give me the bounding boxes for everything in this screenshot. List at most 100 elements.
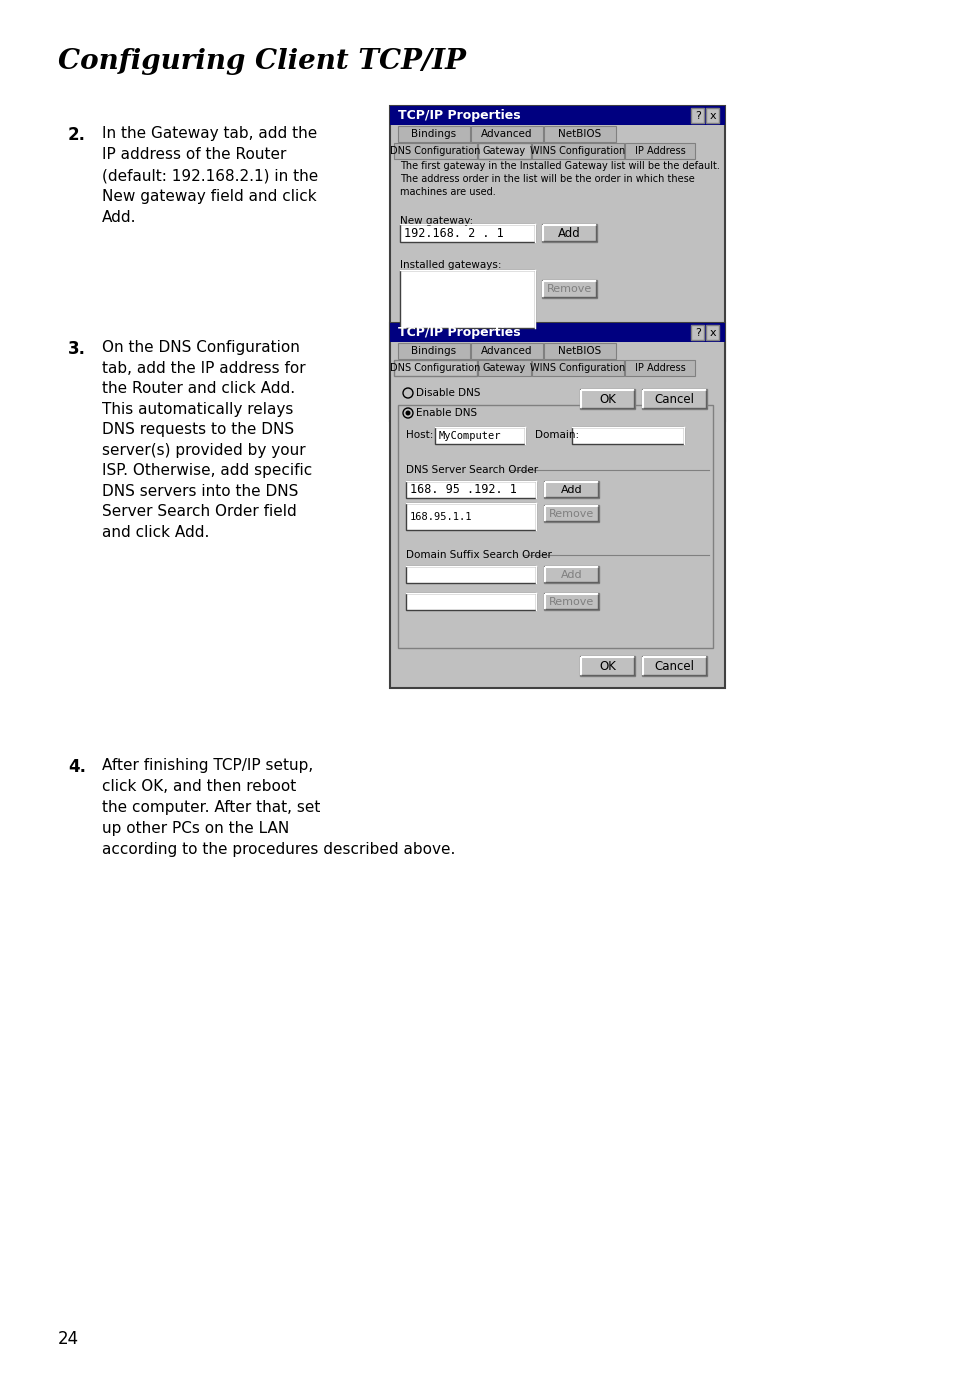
Bar [399,223,535,242]
Text: up other PCs on the LAN: up other PCs on the LAN [102,820,289,836]
Bar [532,143,623,160]
Bar [397,126,470,142]
Text: DNS Server Search Order: DNS Server Search Order [406,465,537,475]
Text: Bindings: Bindings [411,129,456,139]
Text: NetBIOS: NetBIOS [558,129,601,139]
Text: DNS servers into the DNS: DNS servers into the DNS [102,483,298,498]
Text: Add: Add [560,569,581,580]
Text: Remove: Remove [546,285,592,294]
Text: New gateway field and click: New gateway field and click [102,189,316,204]
Bar [397,405,712,648]
Text: NetBIOS: NetBIOS [558,346,601,355]
Bar [579,389,635,409]
Bar [641,657,706,676]
Text: DNS Configuration: DNS Configuration [390,146,480,155]
Text: IP address of the Router: IP address of the Router [102,147,286,162]
Bar [641,389,706,409]
Text: 2.: 2. [68,126,86,144]
Text: OK: OK [598,659,616,673]
Text: Add: Add [558,226,580,240]
Text: according to the procedures described above.: according to the procedures described ab… [102,843,455,856]
Bar [394,143,476,160]
Text: machines are used.: machines are used. [399,187,496,197]
Bar [541,280,597,298]
Text: the Router and click Add.: the Router and click Add. [102,380,294,396]
Text: Gateway: Gateway [482,146,525,155]
Text: Server Search Order field: Server Search Order field [102,504,296,519]
Bar [390,105,724,421]
Text: ?: ? [695,111,700,121]
Bar [390,105,724,125]
Text: ISP. Otherwise, add specific: ISP. Otherwise, add specific [102,464,312,477]
Text: MyComputer: MyComputer [438,430,501,440]
Text: 4.: 4. [68,758,86,776]
Bar [624,143,695,160]
Text: and click Add.: and click Add. [102,525,209,540]
Text: DNS Configuration: DNS Configuration [390,364,480,373]
Text: Advanced: Advanced [480,129,532,139]
Bar [394,359,476,376]
Text: Disable DNS: Disable DNS [416,389,480,398]
Text: Bindings: Bindings [411,346,456,355]
Text: WINS Configuration: WINS Configuration [530,146,625,155]
Text: click OK, and then reboot: click OK, and then reboot [102,779,296,794]
Bar [390,323,724,688]
Text: IP Address: IP Address [634,146,684,155]
Text: WINS Configuration: WINS Configuration [530,364,625,373]
Bar [705,325,719,340]
Text: In the Gateway tab, add the: In the Gateway tab, add the [102,126,317,142]
Bar [579,657,635,676]
Bar [705,108,719,124]
Bar [471,126,542,142]
Text: IP Address: IP Address [634,364,684,373]
Bar [406,566,536,583]
Text: Domain Suffix Search Order: Domain Suffix Search Order [406,550,551,559]
Bar [543,505,598,522]
Bar [624,359,695,376]
Bar [406,593,536,609]
Circle shape [405,411,410,415]
Text: Remove: Remove [548,508,594,519]
Text: Domain:: Domain: [535,430,578,440]
Text: Enable DNS: Enable DNS [416,408,476,418]
Text: Gateway: Gateway [482,364,525,373]
Text: TCP/IP Properties: TCP/IP Properties [397,326,520,339]
Bar [543,126,616,142]
Text: Installed gateways:: Installed gateways: [399,260,501,271]
Text: The address order in the list will be the order in which these: The address order in the list will be th… [399,174,694,185]
Text: On the DNS Configuration: On the DNS Configuration [102,340,299,355]
Text: 192.168. 2 . 1: 192.168. 2 . 1 [403,226,503,240]
Text: Add: Add [560,484,581,494]
Bar [690,108,703,124]
Bar [390,323,724,341]
Text: server(s) provided by your: server(s) provided by your [102,443,305,458]
Bar [690,325,703,340]
Text: 168. 95 .192. 1: 168. 95 .192. 1 [410,483,517,496]
Text: New gateway:: New gateway: [399,217,473,226]
Bar [543,593,598,609]
Text: 3.: 3. [68,340,86,358]
Text: x: x [709,111,716,121]
Text: Cancel: Cancel [654,659,694,673]
Bar [477,143,531,160]
Text: Cancel: Cancel [654,393,694,405]
Text: 24: 24 [58,1330,79,1348]
Text: Advanced: Advanced [480,346,532,355]
Bar [406,482,536,498]
Text: Remove: Remove [548,597,594,607]
Bar [532,359,623,376]
Bar [471,343,542,359]
Bar [477,359,531,376]
Text: 168.95.1.1: 168.95.1.1 [410,512,472,522]
Text: After finishing TCP/IP setup,: After finishing TCP/IP setup, [102,758,313,773]
Text: the computer. After that, set: the computer. After that, set [102,799,320,815]
Bar [543,482,598,498]
Bar [399,271,535,328]
Bar [541,223,597,242]
Text: Configuring Client TCP/IP: Configuring Client TCP/IP [58,49,465,75]
Text: ?: ? [695,328,700,337]
Bar [572,428,683,444]
Text: Add.: Add. [102,210,136,225]
Text: tab, add the IP address for: tab, add the IP address for [102,361,305,376]
Bar [397,343,470,359]
